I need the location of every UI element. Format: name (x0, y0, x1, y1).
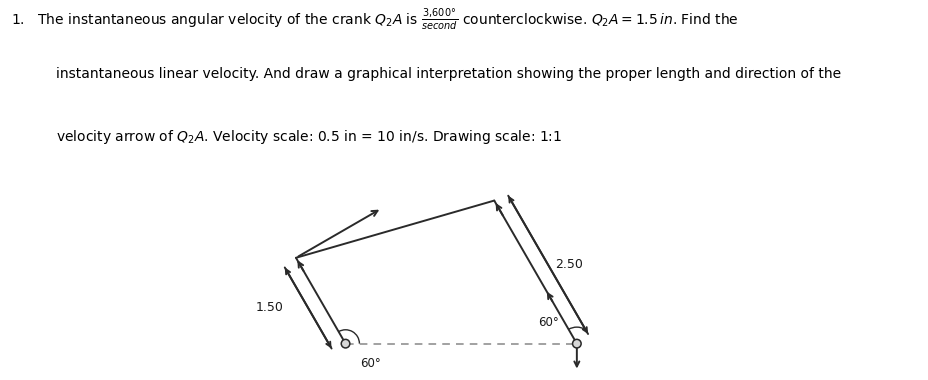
Text: velocity arrow of $Q_2A$. Velocity scale: 0.5 in = 10 in/s. Drawing scale: 1:1: velocity arrow of $Q_2A$. Velocity scale… (56, 128, 561, 146)
Circle shape (572, 339, 581, 348)
Text: 2.50: 2.50 (554, 258, 582, 271)
Text: 60°: 60° (538, 316, 559, 329)
Text: 1.50: 1.50 (255, 301, 283, 315)
Text: 1.   The instantaneous angular velocity of the crank $Q_2A$ is $\frac{3{,}600°}{: 1. The instantaneous angular velocity of… (11, 6, 738, 33)
Text: 60°: 60° (360, 357, 380, 370)
Text: instantaneous linear velocity. And draw a graphical interpretation showing the p: instantaneous linear velocity. And draw … (56, 67, 840, 81)
Circle shape (341, 339, 350, 348)
